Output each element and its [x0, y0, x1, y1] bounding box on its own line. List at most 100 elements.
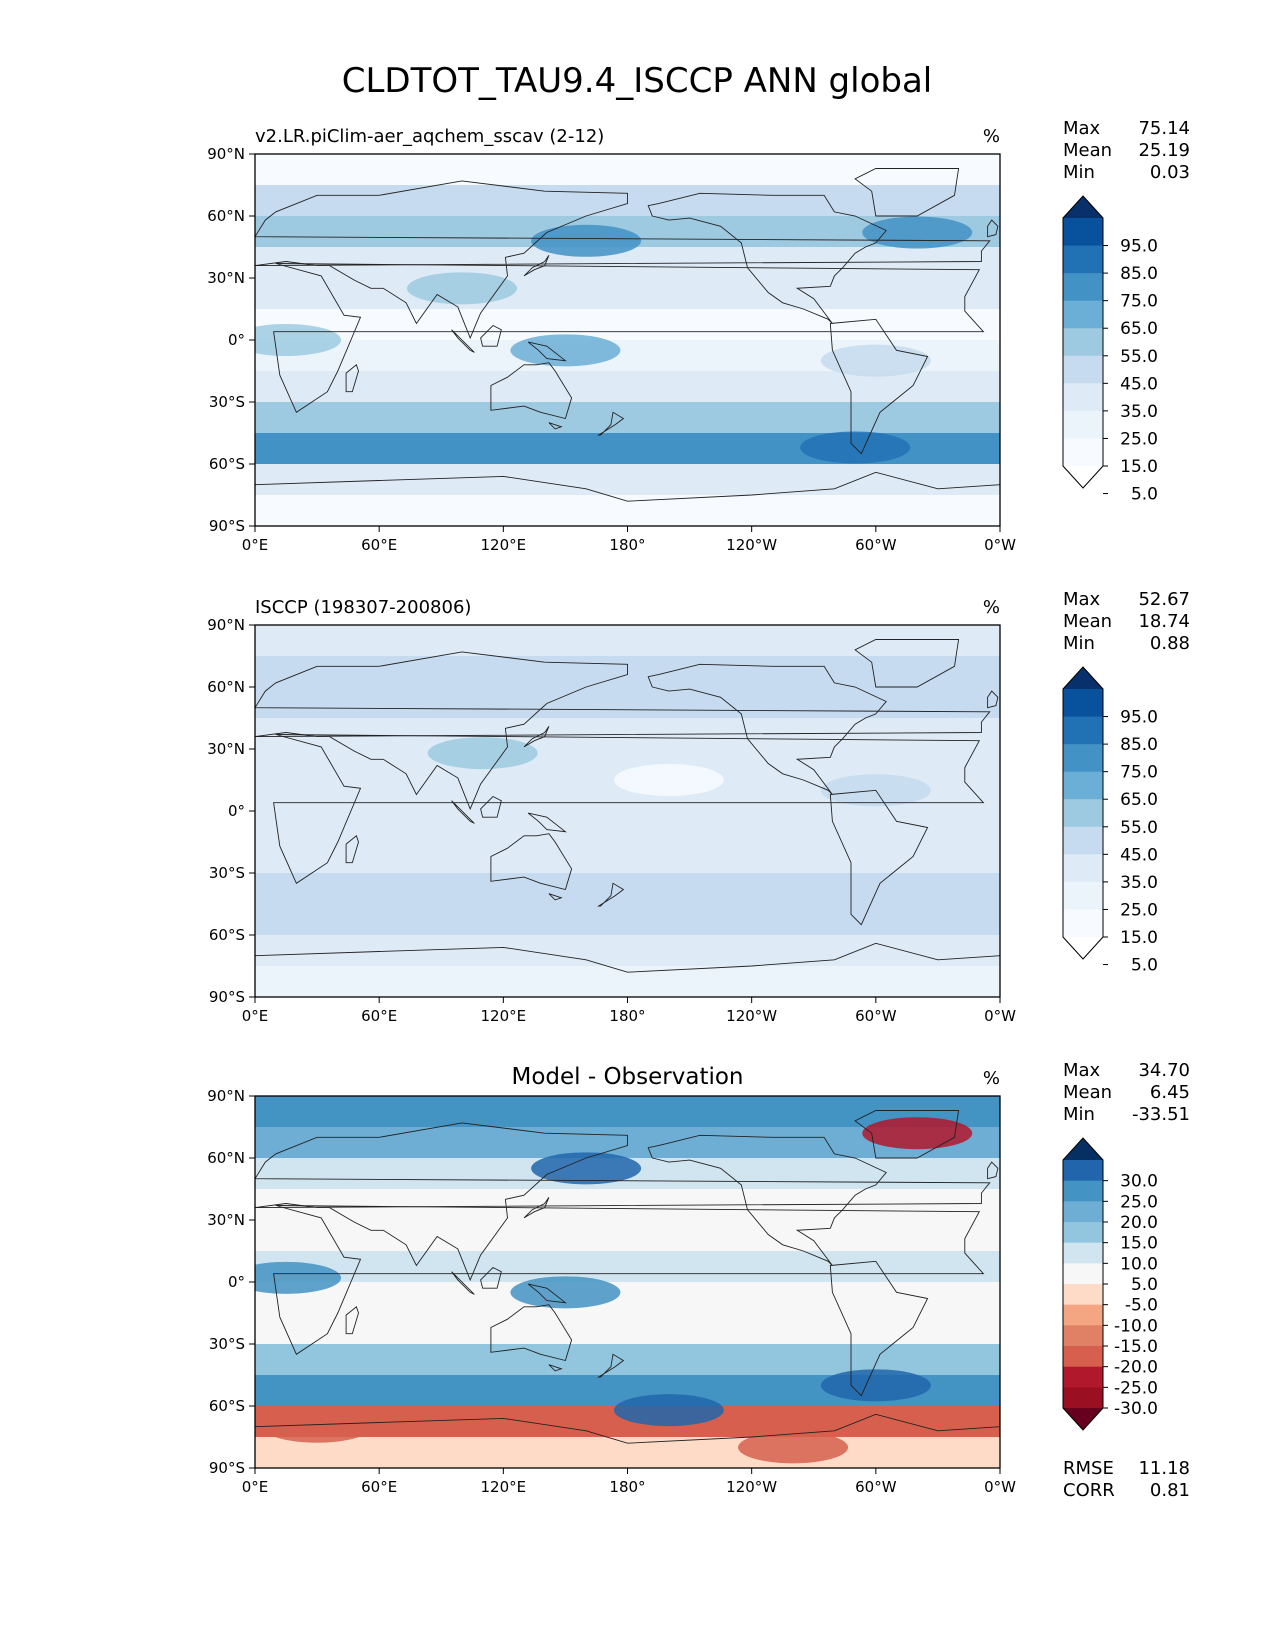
coastline-antarctica	[255, 1413, 1000, 1468]
stat-label: Mean	[1063, 611, 1112, 632]
colorbar-segment	[1063, 1284, 1103, 1306]
colorbar-segment	[1063, 245, 1103, 274]
stat-value: 18.74	[1138, 611, 1190, 632]
panel-model: v2.LR.piClim-aer_aqchem_sscav (2-12) % 90°…	[207, 118, 1190, 554]
colorbar-label: 65.0	[1120, 319, 1158, 339]
colorbar-segment	[1063, 1222, 1103, 1244]
colorbar-label: 95.0	[1120, 237, 1158, 257]
lat-tick-label: 90°S	[209, 1459, 245, 1477]
stat-value: 34.70	[1138, 1060, 1190, 1081]
coastline-madagascar	[345, 364, 359, 393]
coastline-madagascar	[345, 835, 359, 864]
coastline-greenland	[854, 168, 960, 217]
colorbar-label: 20.0	[1120, 1213, 1158, 1233]
stat-label: Mean	[1063, 1082, 1112, 1103]
panel-title-left: ISCCP (198307-200806)	[255, 597, 471, 618]
colorbar-segment	[1063, 1325, 1103, 1347]
coastline-new-zealand	[596, 411, 625, 436]
lat-tick-label: 0°	[228, 331, 245, 349]
colorbar-segment	[1063, 854, 1103, 883]
lon-tick-label: 120°W	[726, 1007, 777, 1025]
lon-tick-label: 180°	[609, 536, 645, 554]
stat-value: 0.03	[1150, 162, 1190, 183]
lat-tick-label: 60°S	[209, 455, 245, 473]
coastline-south-america	[829, 789, 929, 926]
lat-tick-label: 60°S	[209, 1397, 245, 1415]
colorbar-label: -5.0	[1125, 1296, 1158, 1316]
colorbar-label: -30.0	[1114, 1399, 1158, 1419]
colorbar-label: 25.0	[1120, 1192, 1158, 1212]
colorbar-label: 15.0	[1120, 457, 1158, 477]
coastline-uk	[987, 690, 999, 709]
colorbar-label: 85.0	[1120, 735, 1158, 755]
field-band	[255, 718, 1000, 750]
colorbar-segment	[1063, 383, 1103, 412]
field-patch	[262, 1410, 373, 1443]
colorbar-label: -25.0	[1114, 1378, 1158, 1398]
coastline-australia	[490, 362, 573, 420]
lon-tick-label: 120°E	[481, 1007, 527, 1025]
field-patch	[510, 1276, 621, 1309]
field-band	[255, 873, 1000, 905]
coastlines	[255, 168, 1000, 526]
coastline-australia	[490, 1304, 573, 1362]
field-band	[255, 1282, 1000, 1314]
stat-label: Max	[1063, 1060, 1101, 1081]
lon-tick-label: 120°W	[726, 1478, 777, 1496]
stat-value: 52.67	[1138, 589, 1190, 610]
colorbar-segment	[1063, 355, 1103, 384]
colorbar-segment	[1063, 1304, 1103, 1326]
lon-tick-label: 60°E	[361, 1478, 397, 1496]
field-band	[255, 309, 1000, 341]
colorbar-extend-bottom	[1063, 1408, 1103, 1430]
coastline-madagascar	[345, 1306, 359, 1335]
metric-label: CORR	[1063, 1480, 1115, 1501]
colorbar-segment	[1063, 1366, 1103, 1388]
metric-value: 0.81	[1150, 1480, 1190, 1501]
coastline-south-america	[829, 1260, 929, 1397]
lon-tick-label: 0°W	[984, 1007, 1016, 1025]
colorbar-segment	[1063, 1201, 1103, 1223]
colorbar-segment	[1063, 1180, 1103, 1202]
colorbar-label: 35.0	[1120, 873, 1158, 893]
colorbar-label: 55.0	[1120, 347, 1158, 367]
colorbar-label: 95.0	[1120, 708, 1158, 728]
field-band	[255, 935, 1000, 967]
stat-value: 25.19	[1138, 140, 1190, 161]
coastline-borneo	[480, 1266, 502, 1289]
coastline-eurasia	[255, 180, 991, 340]
coastline-uk	[987, 219, 999, 238]
colorbar-segment	[1063, 328, 1103, 357]
colorbar: 95.0 85.0 75.0 65.0 55.0 45.0 35.0 25.0 15.0 5.0	[1062, 195, 1158, 505]
lon-tick-label: 60°E	[361, 536, 397, 554]
coastline-antarctica	[255, 942, 1000, 997]
panel-units: %	[983, 597, 1000, 618]
lat-tick-label: 30°S	[209, 864, 245, 882]
map-field	[255, 154, 1000, 526]
lat-tick-label: 90°N	[207, 1087, 245, 1105]
stat-label: Mean	[1063, 140, 1112, 161]
colorbar-label: 30.0	[1120, 1172, 1158, 1192]
colorbar-segment	[1063, 218, 1103, 247]
lon-tick-label: 120°E	[481, 536, 527, 554]
colorbar: 95.0 85.0 75.0 65.0 55.0 45.0 35.0 25.0 15.0 5.0	[1062, 666, 1158, 976]
colorbar-label: 75.0	[1120, 763, 1158, 783]
lat-tick-label: 30°S	[209, 393, 245, 411]
lat-tick-label: 90°S	[209, 517, 245, 535]
figure-title: CLDTOT_TAU9.4_ISCCP ANN global	[342, 61, 933, 101]
panel-title-center: Model - Observation	[511, 1064, 743, 1090]
stat-label: Max	[1063, 589, 1101, 610]
colorbar-segment	[1063, 771, 1103, 800]
colorbar-label: 55.0	[1120, 818, 1158, 838]
map-field	[255, 1096, 1000, 1468]
field-patch	[406, 272, 517, 305]
field-band	[255, 1189, 1000, 1221]
coastline-japan	[523, 255, 550, 277]
colorbar-segment	[1063, 826, 1103, 855]
panels-group: v2.LR.piClim-aer_aqchem_sscav (2-12) % 90°…	[207, 118, 1190, 1501]
colorbar-segment	[1063, 716, 1103, 745]
coastline-new-guinea	[527, 341, 567, 362]
field-patch	[820, 1369, 931, 1402]
lat-tick-label: 30°N	[207, 740, 245, 758]
panel-units: %	[983, 126, 1000, 147]
